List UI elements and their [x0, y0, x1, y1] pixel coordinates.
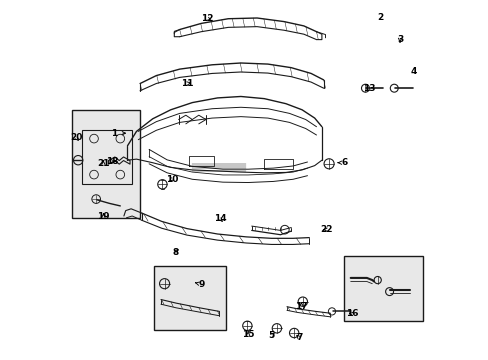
Bar: [81, 130, 132, 184]
Text: 15: 15: [242, 330, 254, 338]
Text: 1: 1: [111, 129, 125, 138]
Text: 10: 10: [165, 175, 178, 184]
Text: 20: 20: [70, 133, 82, 142]
Text: 6: 6: [337, 158, 346, 167]
Text: 9: 9: [195, 280, 204, 289]
Text: 8: 8: [172, 248, 178, 257]
Text: 22: 22: [320, 225, 332, 234]
Text: 12: 12: [201, 14, 214, 23]
Text: 2: 2: [376, 13, 383, 22]
Text: 11: 11: [180, 79, 193, 88]
Text: 18: 18: [106, 157, 119, 166]
Text: 5: 5: [268, 331, 274, 340]
Text: 14: 14: [213, 214, 226, 223]
Text: 19: 19: [97, 212, 109, 221]
Text: 4: 4: [409, 67, 416, 76]
Bar: [72, 110, 140, 218]
Text: 7: 7: [295, 333, 302, 342]
Bar: [343, 256, 422, 321]
Bar: [154, 266, 226, 330]
Text: 3: 3: [396, 35, 402, 44]
Text: 16: 16: [346, 309, 358, 318]
Text: 17: 17: [294, 302, 307, 311]
Text: 21: 21: [97, 159, 109, 168]
Text: 13: 13: [363, 84, 375, 93]
